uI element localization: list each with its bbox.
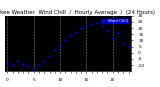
Point: [101, 25, 104, 26]
Point: [43, 61, 46, 62]
Legend: Wind Chill: Wind Chill: [100, 18, 129, 24]
Point: [32, 68, 35, 70]
Point: [27, 66, 30, 67]
Point: [69, 35, 72, 36]
Point: [117, 32, 119, 34]
Point: [122, 42, 125, 44]
Point: [54, 50, 56, 51]
Point: [127, 46, 130, 47]
Point: [112, 37, 114, 39]
Point: [59, 45, 61, 46]
Point: [106, 30, 109, 31]
Point: [85, 25, 88, 26]
Point: [64, 40, 67, 41]
Point: [38, 64, 40, 66]
Title: Milwaukee Weather  Wind Chill  /  Hourly Average  /  (24 Hours): Milwaukee Weather Wind Chill / Hourly Av…: [0, 10, 155, 15]
Point: [96, 22, 98, 24]
Point: [80, 27, 82, 29]
Point: [17, 61, 19, 62]
Point: [11, 64, 14, 66]
Point: [22, 63, 24, 65]
Point: [90, 24, 93, 25]
Point: [6, 62, 9, 63]
Point: [75, 31, 77, 32]
Point: [48, 56, 51, 57]
